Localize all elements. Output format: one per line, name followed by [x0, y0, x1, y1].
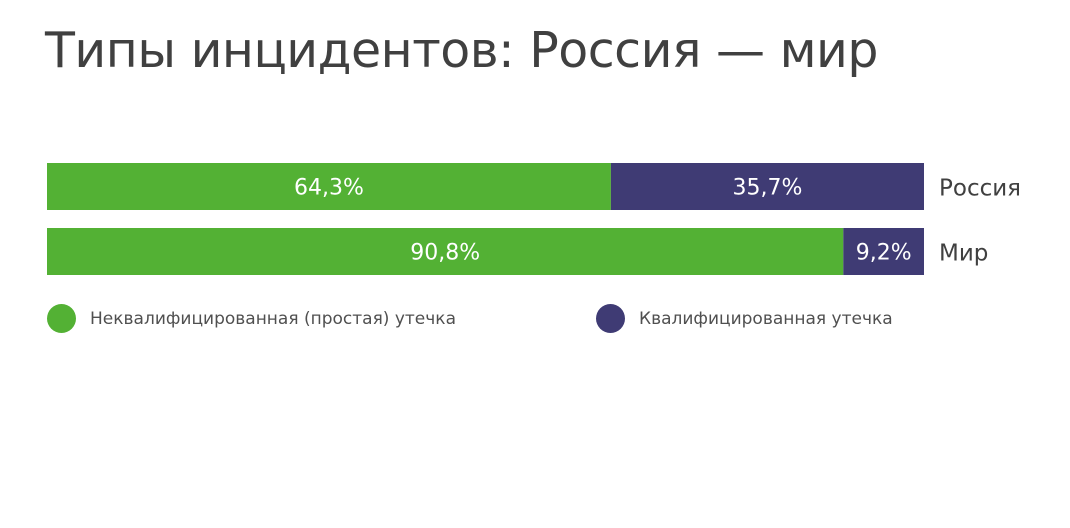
data-label-unqualified-world: 90,8%	[410, 241, 480, 266]
data-label-qualified-world: 9,2%	[856, 241, 912, 266]
bar-segment-unqualified-world	[47, 228, 844, 275]
bar-segment-unqualified-russia	[47, 163, 611, 210]
category-label-russia: Россия	[939, 176, 1021, 202]
data-label-qualified-russia: 35,7%	[733, 176, 803, 201]
legend-item-unqualified: Неквалифицированная (простая) утечка	[47, 304, 456, 333]
legend-item-qualified: Квалифицированная утечка	[596, 304, 893, 333]
legend-label-unqualified: Неквалифицированная (простая) утечка	[90, 308, 456, 329]
category-label-world: Мир	[939, 241, 988, 267]
legend-swatch-unqualified	[47, 304, 76, 333]
bar-segment-qualified-world	[843, 228, 924, 275]
bar-segment-qualified-russia	[610, 163, 924, 210]
legend-label-qualified: Квалифицированная утечка	[639, 308, 893, 329]
chart-title: Типы инцидентов: Россия — мир	[45, 22, 879, 79]
legend-swatch-qualified	[596, 304, 625, 333]
data-label-unqualified-russia: 64,3%	[294, 176, 364, 201]
